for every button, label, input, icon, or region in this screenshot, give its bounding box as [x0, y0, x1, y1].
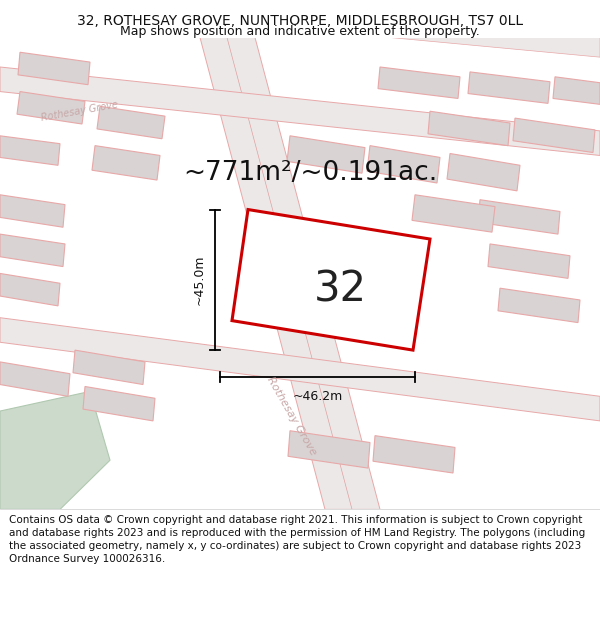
Polygon shape [0, 391, 110, 509]
Polygon shape [18, 52, 90, 84]
Polygon shape [73, 350, 145, 384]
Polygon shape [488, 244, 570, 278]
Polygon shape [288, 431, 370, 468]
Polygon shape [0, 274, 60, 306]
Polygon shape [373, 436, 455, 473]
Polygon shape [412, 195, 495, 232]
Text: ~771m²/~0.191ac.: ~771m²/~0.191ac. [183, 160, 437, 186]
Polygon shape [0, 234, 65, 266]
Polygon shape [378, 67, 460, 99]
Polygon shape [0, 67, 600, 156]
Polygon shape [0, 318, 600, 421]
Polygon shape [97, 106, 165, 139]
Polygon shape [498, 288, 580, 322]
Polygon shape [83, 386, 155, 421]
Text: Rothesay Grove: Rothesay Grove [265, 375, 319, 457]
Polygon shape [447, 154, 520, 191]
Polygon shape [0, 195, 65, 228]
Polygon shape [468, 72, 550, 103]
Polygon shape [367, 146, 440, 183]
Polygon shape [390, 38, 600, 57]
Polygon shape [513, 118, 595, 152]
Text: Contains OS data © Crown copyright and database right 2021. This information is : Contains OS data © Crown copyright and d… [9, 515, 585, 564]
Text: 32, ROTHESAY GROVE, NUNTHORPE, MIDDLESBROUGH, TS7 0LL: 32, ROTHESAY GROVE, NUNTHORPE, MIDDLESBR… [77, 14, 523, 28]
Text: Map shows position and indicative extent of the property.: Map shows position and indicative extent… [120, 25, 480, 38]
Text: ~46.2m: ~46.2m [292, 390, 343, 403]
Polygon shape [17, 92, 85, 124]
Polygon shape [428, 111, 510, 146]
Text: 32: 32 [314, 269, 367, 311]
Polygon shape [0, 362, 70, 396]
Polygon shape [287, 136, 365, 173]
Text: Rothesay Grove: Rothesay Grove [41, 99, 119, 123]
Text: ~45.0m: ~45.0m [193, 254, 205, 305]
Polygon shape [200, 38, 380, 509]
Polygon shape [92, 146, 160, 180]
Polygon shape [232, 209, 430, 350]
Polygon shape [0, 136, 60, 165]
Polygon shape [553, 77, 600, 104]
Polygon shape [478, 200, 560, 234]
